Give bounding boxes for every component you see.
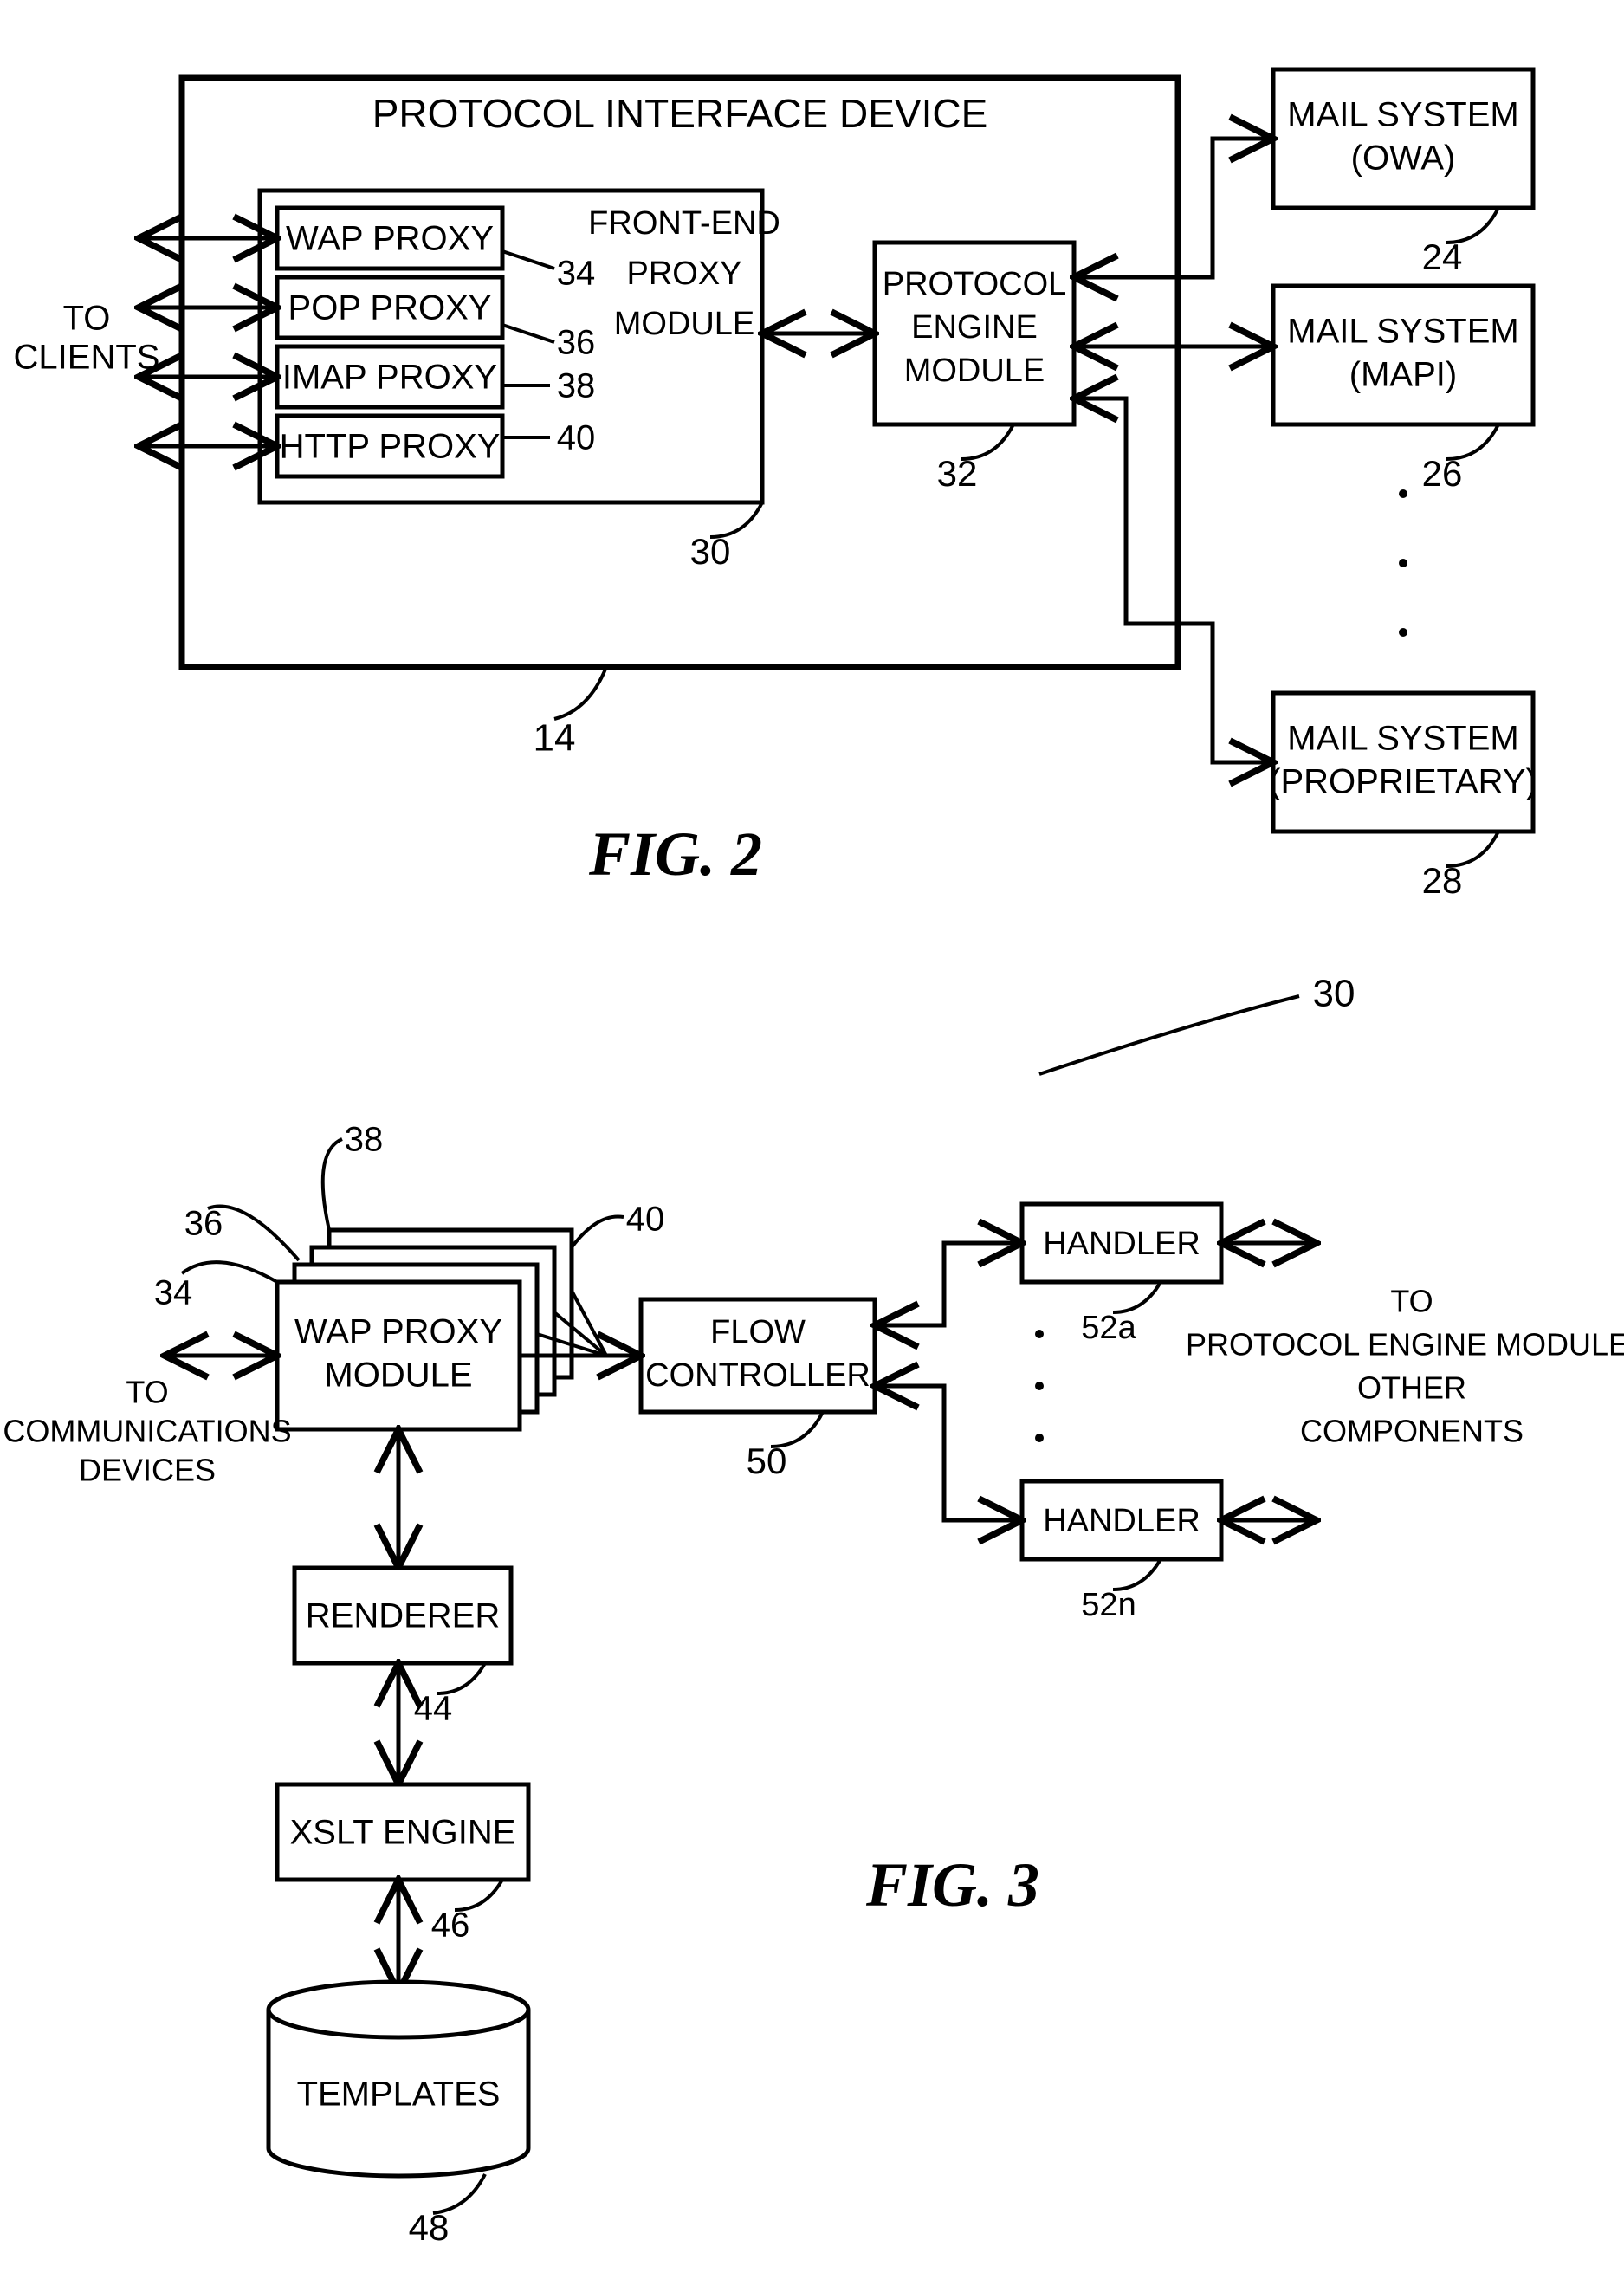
dot-3 — [1399, 628, 1407, 637]
ref-36b: 36 — [184, 1205, 223, 1243]
protocol-interface-device-title: PROTOCOL INTERFACE DEVICE — [372, 91, 988, 136]
mail-prop-l1: MAIL SYSTEM — [1287, 720, 1518, 758]
ref-38b-leader — [323, 1139, 342, 1230]
dot-1 — [1399, 489, 1407, 498]
ref-30b-leader — [1039, 996, 1299, 1074]
front-end-proxy-module-label-3: MODULE — [614, 306, 755, 342]
ref-52n: 52n — [1081, 1587, 1136, 1623]
flow-controller-l2: CONTROLLER — [645, 1357, 870, 1394]
flow-controller-l1: FLOW — [710, 1314, 806, 1350]
pem-label-1: PROTOCOL — [883, 266, 1067, 302]
ref-52n-leader — [1113, 1559, 1161, 1590]
ref-24: 24 — [1422, 236, 1463, 277]
ref-38b: 38 — [345, 1121, 384, 1159]
to-pem-l2: PROTOCOL ENGINE MODULE/ — [1186, 1327, 1624, 1363]
ref-34b-leader — [182, 1262, 277, 1282]
fc-handler-a-arrow — [875, 1243, 1022, 1325]
templates-label: TEMPLATES — [297, 2075, 501, 2114]
ref-14: 14 — [534, 717, 576, 760]
ref-14-leader — [554, 667, 606, 719]
wap-ref: 34 — [557, 255, 596, 293]
to-clients-label-1: TO — [63, 300, 111, 338]
mail-owa-l1: MAIL SYSTEM — [1287, 96, 1518, 134]
ref-30b: 30 — [1313, 973, 1355, 1015]
hdot-3 — [1035, 1434, 1044, 1442]
http-ref: 40 — [557, 419, 596, 457]
ref-34b: 34 — [154, 1274, 193, 1312]
http-proxy-label: HTTP PROXY — [280, 428, 501, 466]
diagram-root: PROTOCOL INTERFACE DEVICE FRONT-END PROX… — [0, 0, 1624, 2292]
hdot-2 — [1035, 1382, 1044, 1390]
mail-owa-l2: (OWA) — [1351, 139, 1456, 178]
wap-proxy-module-l2: MODULE — [324, 1356, 472, 1395]
handler-a-label: HANDLER — [1043, 1226, 1200, 1262]
ref-40b-leader — [572, 1216, 624, 1247]
ref-30: 30 — [690, 531, 731, 572]
ref-46: 46 — [431, 1907, 470, 1945]
ref-32: 32 — [937, 453, 978, 494]
fig-3: 30 WAP PROXY MODULE 34 36 38 40 TO COMMU… — [3, 973, 1624, 2248]
to-pem-l4: COMPONENTS — [1300, 1414, 1524, 1449]
handler-n-label: HANDLER — [1043, 1503, 1200, 1539]
mail-mapi-l2: (MAPI) — [1349, 356, 1457, 394]
pem-owa-arrow — [1074, 139, 1273, 277]
fc-handler-n-arrow — [875, 1386, 1022, 1520]
renderer-label: RENDERER — [306, 1597, 500, 1635]
front-end-proxy-module-label-2: PROXY — [626, 256, 741, 292]
dot-2 — [1399, 559, 1407, 567]
to-comm-l1: TO — [126, 1375, 168, 1410]
hdot-1 — [1035, 1330, 1044, 1338]
ref-52a-leader — [1113, 1282, 1161, 1312]
fig-2-caption: FIG. 2 — [588, 819, 762, 889]
mail-mapi-l1: MAIL SYSTEM — [1287, 313, 1518, 351]
ref-50: 50 — [747, 1441, 787, 1481]
to-pem-l3: OTHER — [1357, 1370, 1466, 1406]
to-comm-l3: DEVICES — [79, 1453, 216, 1488]
ref-44: 44 — [414, 1690, 453, 1728]
wap-proxy-label: WAP PROXY — [286, 220, 494, 258]
xslt-label: XSLT ENGINE — [290, 1814, 516, 1852]
imap-proxy-label: IMAP PROXY — [282, 359, 497, 397]
pem-prop-arrow — [1074, 398, 1273, 762]
pem-label-3: MODULE — [904, 353, 1045, 389]
front-end-proxy-module-label-1: FRONT-END — [588, 205, 780, 242]
wap-proxy-module-l1: WAP PROXY — [294, 1313, 502, 1351]
pem-label-2: ENGINE — [911, 309, 1038, 346]
fig-2: PROTOCOL INTERFACE DEVICE FRONT-END PROX… — [14, 69, 1537, 901]
ref-28: 28 — [1422, 860, 1463, 901]
to-pem-l1: TO — [1390, 1284, 1433, 1319]
to-clients-label-2: CLIENTS — [14, 339, 160, 377]
pop-ref: 36 — [557, 324, 596, 362]
ref-26: 26 — [1422, 453, 1463, 494]
pop-proxy-label: POP PROXY — [288, 289, 492, 327]
ref-52a: 52a — [1081, 1310, 1136, 1346]
to-comm-l2: COMMUNICATIONS — [3, 1414, 291, 1449]
mail-prop-l2: (PROPRIETARY) — [1269, 763, 1537, 801]
ref-40b: 40 — [626, 1201, 665, 1239]
imap-ref: 38 — [557, 367, 596, 405]
fig-3-caption: FIG. 3 — [865, 1850, 1039, 1920]
ref-48: 48 — [409, 2207, 450, 2248]
